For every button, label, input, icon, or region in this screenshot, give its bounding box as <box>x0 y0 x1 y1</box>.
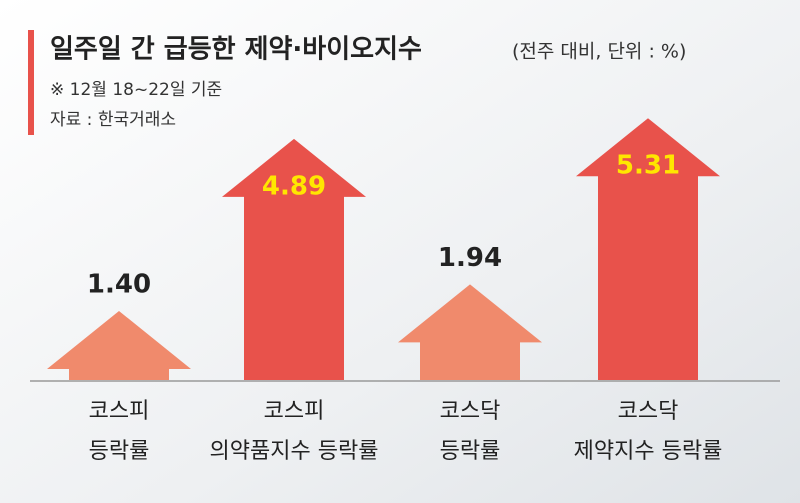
x-tick-label: 코스피 <box>264 399 325 424</box>
x-tick-label: 코스피 <box>89 399 150 424</box>
chart-subtitle: (전주 대비, 단위 : %) <box>512 41 686 63</box>
x-tick-label: 코스닥 <box>440 399 501 424</box>
accent-bar <box>28 30 34 135</box>
arrow-bar <box>222 138 366 380</box>
arrow-bar <box>47 310 191 380</box>
value-label: 5.31 <box>616 151 680 181</box>
x-tick-label: 의약품지수 등락률 <box>210 439 379 464</box>
value-label: 1.94 <box>438 243 502 273</box>
x-tick-label: 코스닥 <box>618 399 679 424</box>
arrow-bar <box>576 118 720 380</box>
note: ※ 12월 18~22일 기준 <box>50 80 222 100</box>
chart-title: 일주일 간 급등한 제약·바이오지수 <box>50 35 422 65</box>
value-label: 1.40 <box>87 269 151 299</box>
x-tick-label: 등락률 <box>440 439 501 464</box>
note: 자료 : 한국거래소 <box>50 110 176 130</box>
arrow-bar <box>398 284 542 380</box>
value-label: 4.89 <box>262 171 326 201</box>
x-tick-label: 제약지수 등락률 <box>574 439 723 464</box>
x-tick-label: 등락률 <box>89 439 150 464</box>
